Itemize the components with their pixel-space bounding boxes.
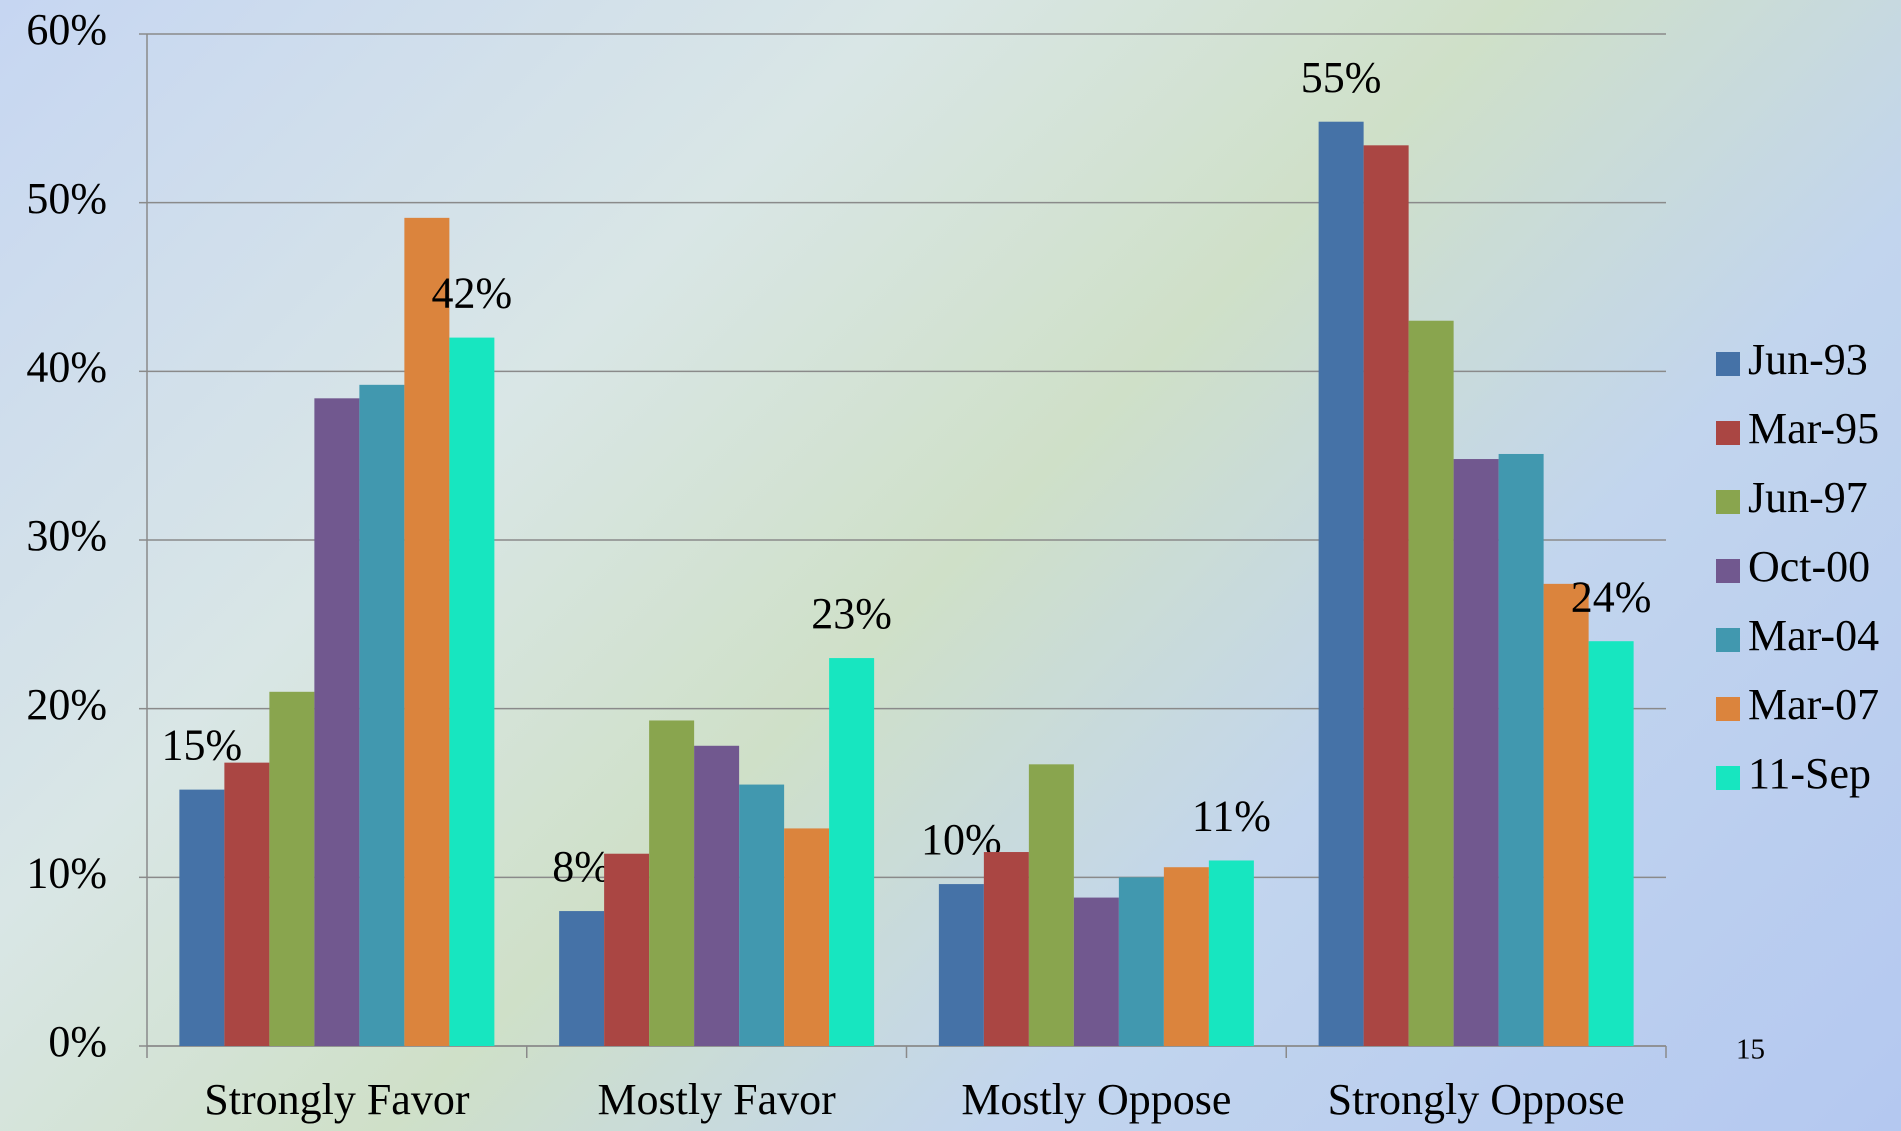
bar <box>1209 860 1254 1046</box>
legend-label: Jun-97 <box>1748 473 1868 522</box>
bar <box>1409 321 1454 1046</box>
legend-swatch <box>1716 421 1740 445</box>
bar <box>1029 764 1074 1046</box>
bar <box>829 658 874 1046</box>
chart: 15 0% 10% 20% 30% 40% 50% 60% Strongly Favor 15%… <box>0 0 1901 1131</box>
bar <box>404 218 449 1046</box>
data-label: 24% <box>1571 572 1652 621</box>
bar <box>1499 454 1544 1046</box>
bar <box>1544 584 1589 1046</box>
legend-swatch <box>1716 697 1740 721</box>
page-number: 15 <box>1736 1034 1765 1066</box>
bar <box>1074 898 1119 1046</box>
legend-swatch <box>1716 766 1740 790</box>
bar <box>269 692 314 1046</box>
legend-label: Mar-04 <box>1748 611 1879 660</box>
data-label: 8% <box>552 842 611 891</box>
bar <box>449 338 494 1046</box>
bar <box>1119 877 1164 1046</box>
y-tick-label: 20% <box>26 680 107 729</box>
y-tick-label: 50% <box>26 174 107 223</box>
data-label: 11% <box>1192 792 1271 841</box>
x-tick-label: Mostly Oppose <box>961 1075 1231 1124</box>
bar <box>359 385 404 1046</box>
data-label: 42% <box>432 269 513 318</box>
y-tick-label: 0% <box>48 1017 107 1066</box>
bar <box>1164 867 1209 1046</box>
bar <box>984 852 1029 1046</box>
bar <box>314 398 359 1046</box>
data-label: 55% <box>1301 53 1382 102</box>
y-tick-label: 10% <box>26 848 107 897</box>
data-label: 15% <box>162 721 243 770</box>
x-tick-label: Strongly Favor <box>204 1075 470 1124</box>
legend-label: Mar-07 <box>1748 680 1879 729</box>
bar <box>559 911 604 1046</box>
legend-swatch <box>1716 490 1740 514</box>
legend-swatch <box>1716 628 1740 652</box>
legend-label: Jun-93 <box>1748 335 1868 384</box>
legend-swatch <box>1716 559 1740 583</box>
bar <box>604 854 649 1046</box>
bar <box>1454 459 1499 1046</box>
bar <box>784 828 829 1046</box>
page: 15 0% 10% 20% 30% 40% 50% 60% Strongly Favor 15%… <box>0 0 1901 1131</box>
legend-label: 11-Sep <box>1748 749 1871 798</box>
bar <box>179 790 224 1046</box>
legend-swatch <box>1716 352 1740 376</box>
bar <box>739 785 784 1046</box>
bar <box>694 746 739 1046</box>
y-tick-label: 60% <box>26 5 107 54</box>
bar <box>649 720 694 1046</box>
y-tick-label: 30% <box>26 511 107 560</box>
bar <box>1319 122 1364 1046</box>
bar <box>939 884 984 1046</box>
bar <box>224 763 269 1046</box>
bar <box>1364 145 1409 1046</box>
legend-label: Oct-00 <box>1748 542 1870 591</box>
y-tick-label: 40% <box>26 342 107 391</box>
legend-label: Mar-95 <box>1748 404 1879 453</box>
bar <box>1589 641 1634 1046</box>
data-label: 23% <box>811 589 892 638</box>
x-tick-label: Strongly Oppose <box>1328 1075 1625 1124</box>
x-tick-label: Mostly Favor <box>597 1075 836 1124</box>
